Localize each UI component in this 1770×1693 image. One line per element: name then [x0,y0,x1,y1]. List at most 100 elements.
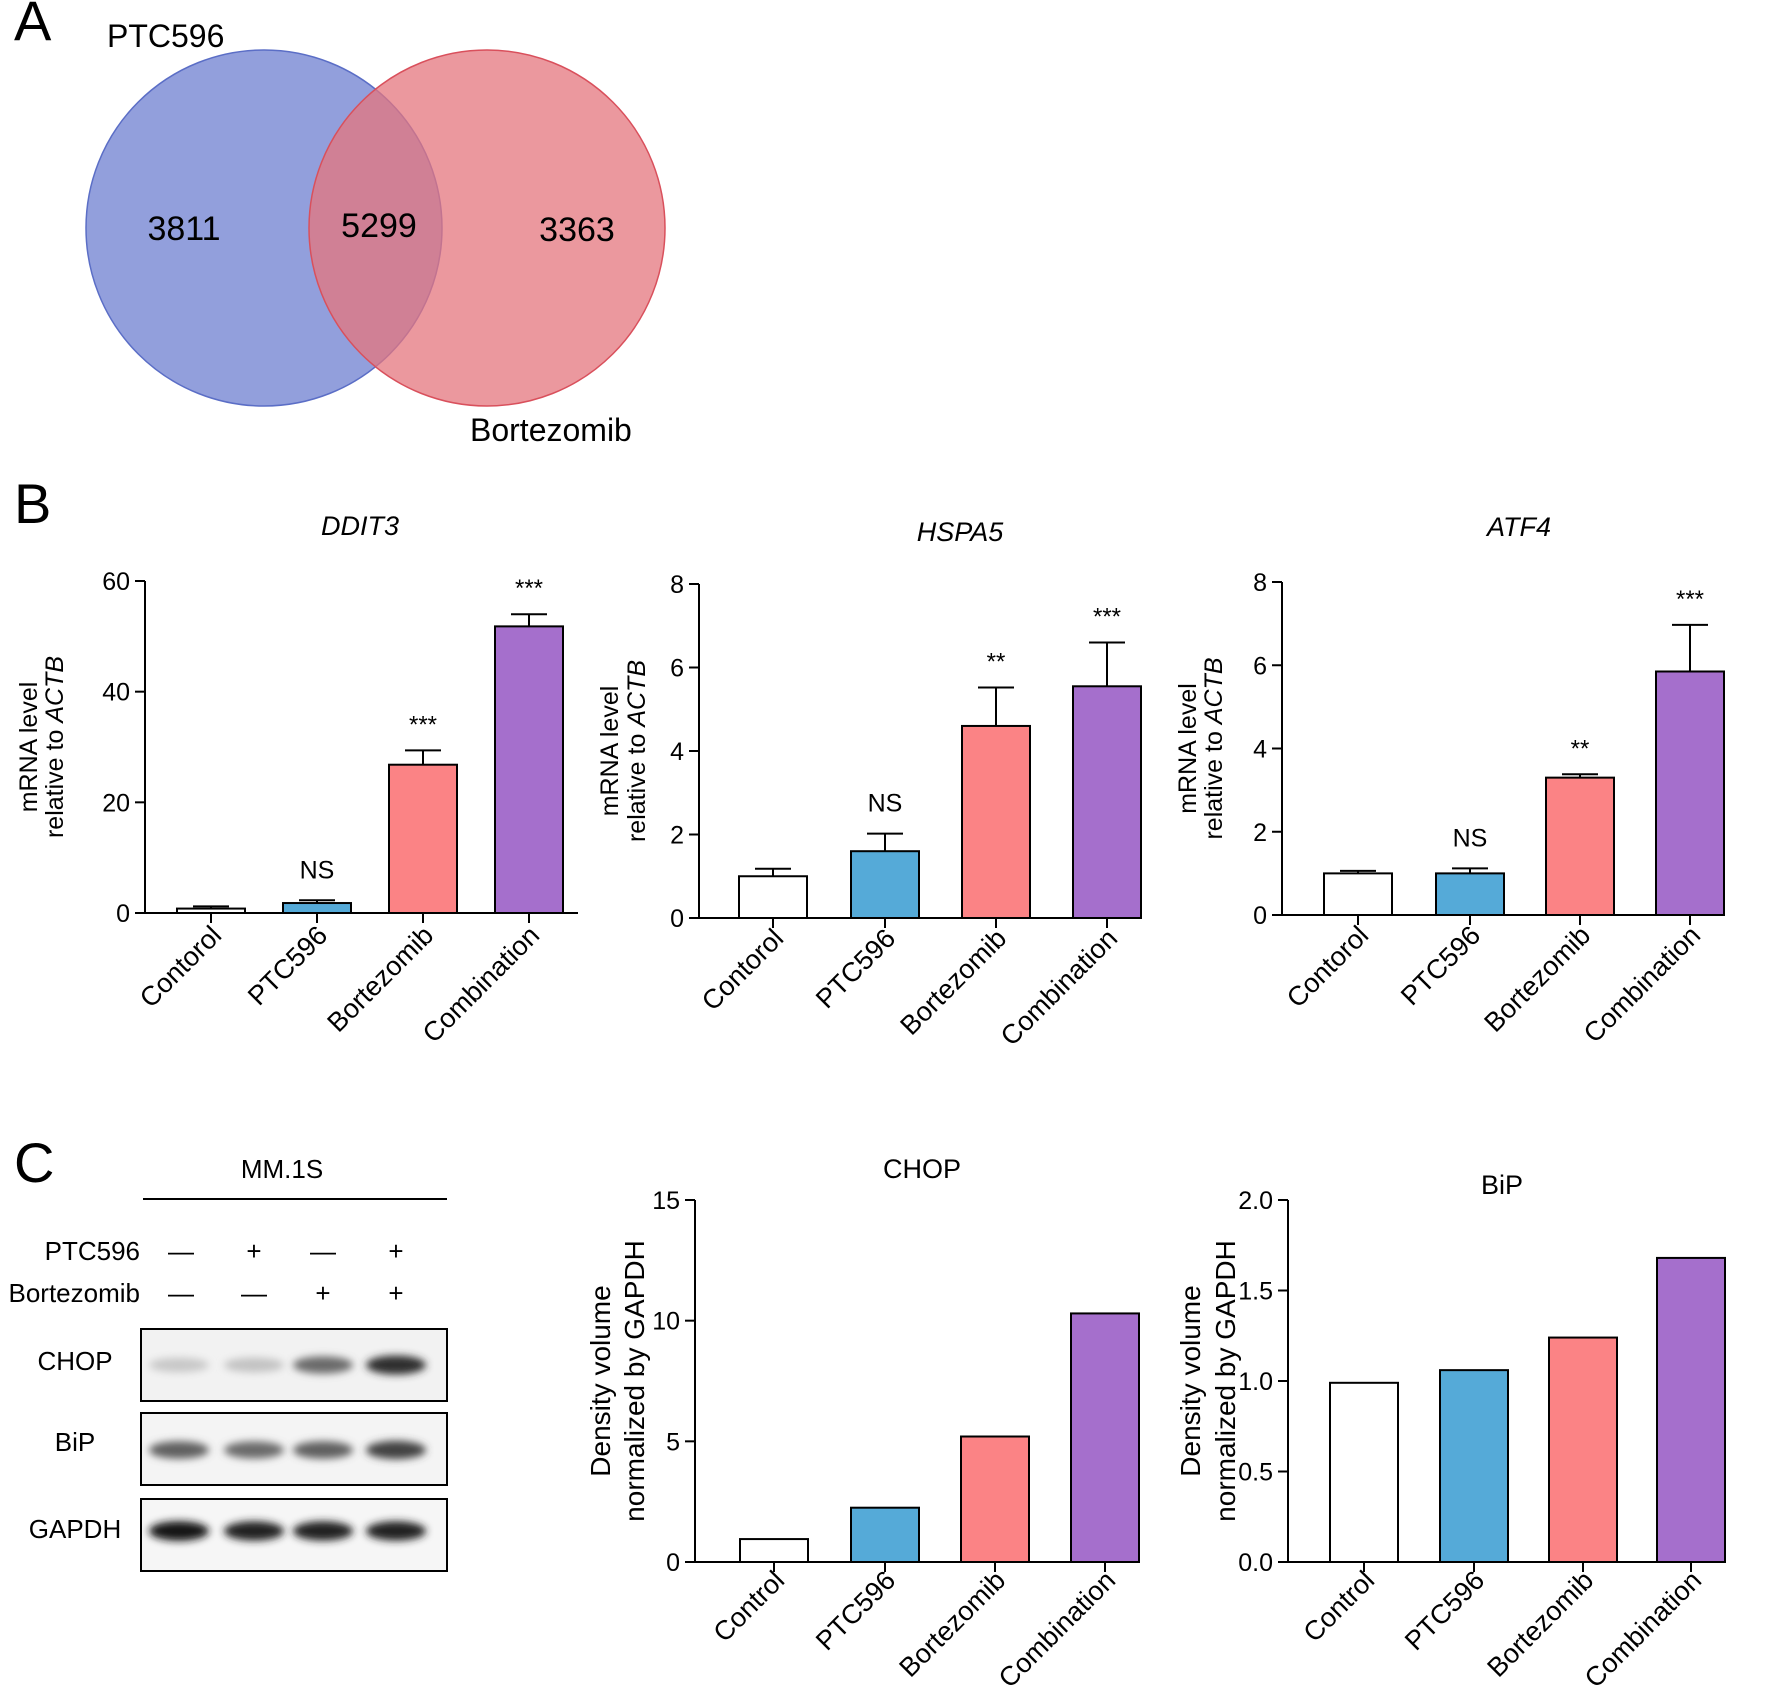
y-tick-label: 8 [670,571,684,599]
blot-bands [149,1355,426,1541]
y-tick-label: 8 [1253,569,1267,597]
y-axis-label-line2: normalized by GAPDH [1210,1240,1241,1522]
blot-label-gapdh: GAPDH [29,1514,121,1544]
plus-mark: + [246,1236,261,1266]
category-label: Combination [993,1565,1121,1693]
category-label: Bortezomib [894,923,1012,1041]
category-label: Bortezomib [893,1565,1011,1683]
category-label: Control [1297,1565,1380,1648]
bar-control [176,907,246,914]
y-tick-label: 0.0 [1238,1549,1273,1577]
category-label: Combination [1579,1565,1707,1693]
minus-mark: — [168,1236,194,1266]
significance-label: *** [1676,586,1704,613]
category-label: Combination [1578,920,1706,1048]
bar-control [1323,872,1393,916]
significance-label: *** [409,711,437,738]
y-axis-label-line2: normalized by GAPDH [619,1240,650,1522]
y-tick-label: 2 [670,822,684,850]
venn-count-overlap: 5299 [341,207,417,245]
bar-control [1329,1381,1399,1564]
bar-ptc596 [850,850,920,920]
plus-mark: + [388,1236,403,1266]
y-tick-label: 1.0 [1238,1368,1273,1396]
treatment-marks: — + — + — — + + [168,1236,404,1308]
blot-band [293,1441,353,1459]
panel-letter-c: C [14,1131,54,1194]
y-tick-label: 0 [666,1549,680,1577]
y-tick-label: 0 [116,900,130,928]
significance-label: NS [868,790,903,818]
y-tick-label: 6 [1253,652,1267,680]
blot-band [224,1357,284,1373]
blot-band [224,1441,284,1459]
bar-ptc596 [1435,872,1505,916]
category-label: Bortezomib [1478,920,1596,1038]
blot-band [149,1521,209,1541]
plus-mark: + [315,1278,330,1308]
y-tick-label: 20 [102,789,130,817]
minus-mark: — [310,1236,336,1266]
chart-hspa5: HSPA5 0 2 4 6 8 Contorol PTC596 NS Bortezomib ** Co… [596,517,1142,1051]
y-tick-label: 1.5 [1238,1278,1273,1306]
chart-title: BiP [1481,1170,1523,1200]
blot-band [366,1355,426,1375]
treatment-label-bortezomib: Bortezomib [9,1278,141,1308]
panel-letter-a: A [14,0,52,52]
y-axis-label-line1: mRNA level [15,682,43,813]
blot-band [293,1356,353,1374]
minus-mark: — [241,1278,267,1308]
bar-combination [1070,1312,1140,1563]
y-tick-label: 5 [666,1428,680,1456]
blot-band [224,1521,284,1541]
chart-chop-density: CHOP 0 5 10 15 Control PTC596BortezomibCombina… [585,1154,1140,1693]
y-axis-label-line2: relative to ACTB [623,660,651,842]
bar-ptc596 [850,1506,920,1563]
y-tick-label: 2 [1253,819,1267,847]
venn-label-ptc596: PTC596 [107,18,224,54]
bar-ptc596 [282,902,352,914]
bar-combination [1072,685,1142,919]
venn-count-ptc596-only: 3811 [147,210,220,248]
y-tick-label: 4 [670,738,684,766]
treatment-label-ptc596: PTC596 [45,1236,140,1266]
blot-band [149,1441,209,1459]
chart-title: CHOP [883,1154,961,1184]
category-label: Bortezomib [321,920,439,1038]
significance-label: NS [1453,824,1488,852]
chart-title: HSPA5 [917,517,1005,547]
significance-label: *** [515,575,543,602]
y-axis-label-line1: mRNA level [1174,683,1202,814]
bar-combination [494,625,564,915]
category-label: PTC596 [1399,1565,1490,1656]
significance-label: NS [300,856,335,884]
category-label: PTC596 [810,1565,901,1656]
y-tick-label: 40 [102,679,130,707]
chart-bip-density: BiP 0.0 0.5 1.0 1.5 2.0 Control PTC596Bortezomi… [1175,1170,1726,1693]
category-label: Contorol [134,920,227,1013]
bar-control [739,1538,809,1564]
blot-band [366,1521,426,1541]
y-tick-label: 4 [1253,736,1267,764]
western-blot: MM.1S PTC596 Bortezomib — + — + — — + + CHOP Bi… [9,1154,448,1572]
bar-bortezomib [1548,1336,1618,1564]
minus-mark: — [168,1278,194,1308]
bar-ptc596 [1439,1369,1509,1564]
y-tick-label: 0.5 [1238,1459,1273,1487]
category-label: Contorol [1281,920,1374,1013]
y-tick-label: 10 [652,1308,680,1336]
category-label: Contorol [696,923,789,1016]
y-tick-label: 0 [1253,902,1267,930]
category-label: PTC596 [242,920,333,1011]
cell-line-label: MM.1S [241,1154,323,1184]
blot-label-chop: CHOP [37,1346,112,1376]
venn-diagram: PTC596 Bortezomib 3811 5299 3363 [85,18,666,448]
y-tick-label: 60 [102,568,130,596]
category-label: Combination [995,923,1123,1051]
y-tick-label: 6 [670,655,684,683]
bar-bortezomib [388,763,458,914]
category-label: PTC596 [810,923,901,1014]
bar-combination [1656,1256,1726,1564]
y-axis-label-line1: Density volume [585,1285,616,1476]
